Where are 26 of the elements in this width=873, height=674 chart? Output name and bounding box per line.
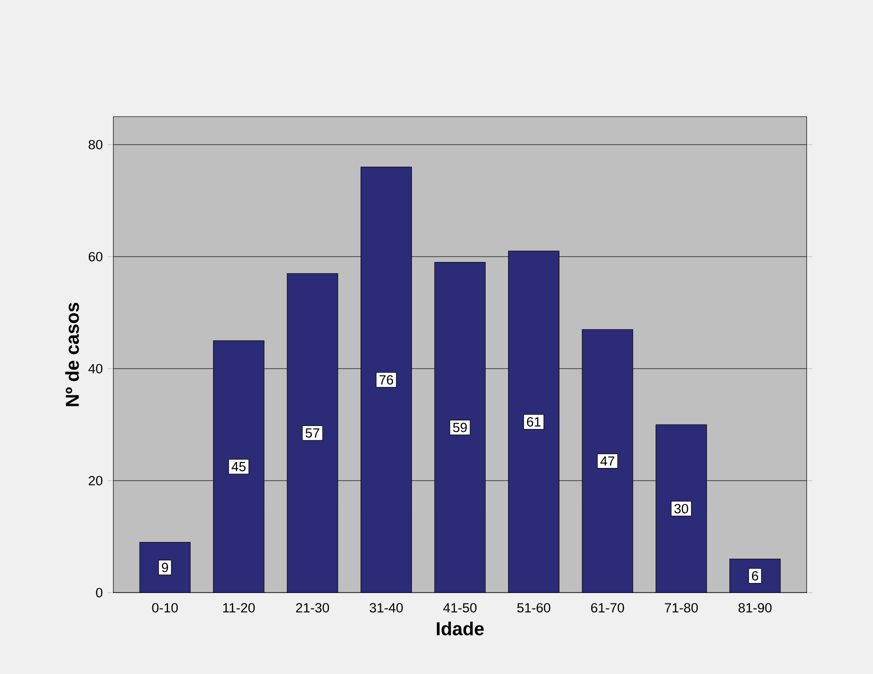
data-label: 76 bbox=[380, 375, 394, 385]
x-tick-label: 31-40 bbox=[370, 603, 403, 613]
y-tick-label: 20 bbox=[88, 476, 102, 486]
x-tick-label: 41-50 bbox=[443, 603, 477, 613]
x-axis-title: Idade bbox=[436, 622, 484, 636]
data-label: 9 bbox=[162, 562, 168, 572]
data-label: 6 bbox=[752, 571, 758, 581]
x-tick-label: 61-70 bbox=[591, 603, 624, 613]
y-axis-title: Nº de casos bbox=[65, 302, 79, 406]
data-label: 30 bbox=[674, 504, 688, 514]
data-label: 47 bbox=[600, 456, 614, 466]
data-label: 57 bbox=[306, 428, 320, 438]
data-label: 59 bbox=[453, 422, 467, 432]
data-label: 61 bbox=[527, 417, 541, 427]
y-tick-label: 0 bbox=[96, 588, 102, 598]
y-tick-label: 60 bbox=[88, 252, 102, 262]
data-label: 45 bbox=[232, 462, 246, 472]
y-tick-label: 80 bbox=[88, 140, 102, 150]
x-tick-label: 11-20 bbox=[223, 603, 255, 613]
x-tick-label: 0-10 bbox=[152, 603, 178, 613]
x-tick-label: 81-90 bbox=[738, 603, 772, 613]
bar bbox=[139, 542, 191, 593]
x-tick-label: 51-60 bbox=[517, 603, 550, 613]
y-tick-label: 40 bbox=[88, 364, 102, 374]
x-tick-label: 21-30 bbox=[296, 603, 330, 613]
x-tick-label: 71-80 bbox=[664, 603, 698, 613]
